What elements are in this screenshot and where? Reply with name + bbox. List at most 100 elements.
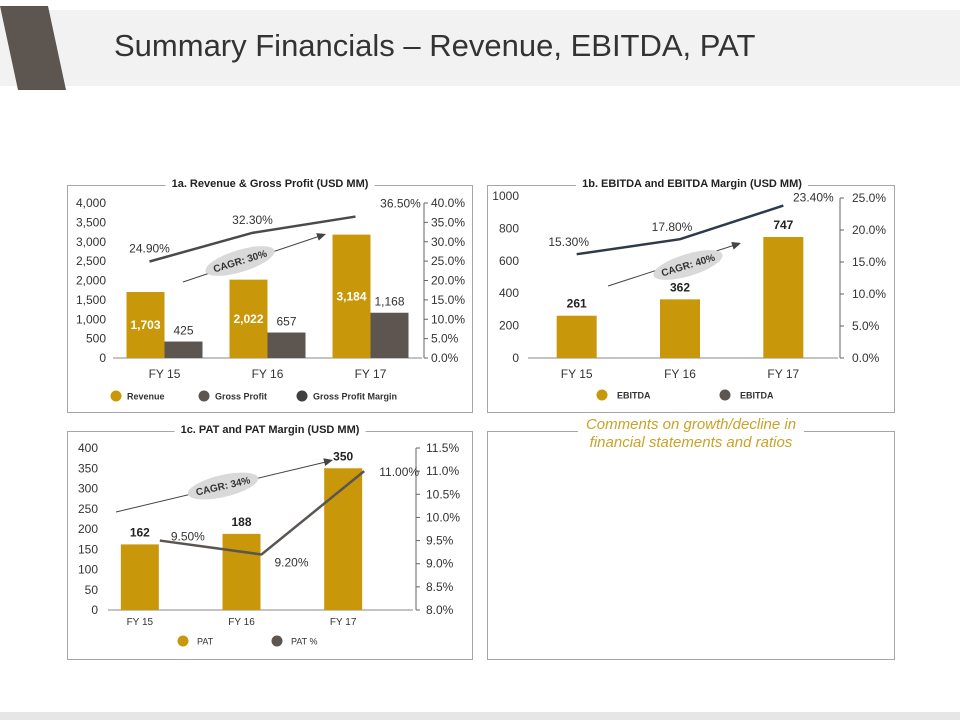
chart-title-1c: 1c. PAT and PAT Margin (USD MM) <box>174 424 366 436</box>
y2-tick-1c-4: 9.5% <box>426 534 454 548</box>
panel-pat: 1c. PAT and PAT Margin (USD MM) 400 350 30… <box>67 424 473 660</box>
cagr-label-1c-bg <box>187 472 259 500</box>
y2-tick-1b-2: 15.0% <box>852 255 886 269</box>
y2-tick-1a-6: 10.0% <box>431 312 465 326</box>
y2-tick-1b-1: 20.0% <box>852 223 886 237</box>
label-ebitda-margin-1: 17.80% <box>652 220 693 234</box>
chart-title-1a: 1a. Revenue & Gross Profit (USD MM) <box>165 178 375 190</box>
bar-gross-profit-1 <box>267 332 306 358</box>
y2-tick-1c-7: 8.0% <box>426 603 454 617</box>
y-tick-1a-0: 4,000 <box>76 196 106 210</box>
y-tick-1b-1: 800 <box>499 221 519 235</box>
label-pat-2: 350 <box>333 449 353 463</box>
cagr-label-1b-bg <box>653 250 723 280</box>
bar-gross-profit-2 <box>370 312 409 358</box>
bar-revenue-1 <box>229 279 268 358</box>
y2-tick-1a-7: 5.0% <box>431 332 459 346</box>
y-tick-1c-6: 100 <box>78 563 98 577</box>
y-tick-1b-2: 600 <box>499 254 519 268</box>
label-ebitda-0: 261 <box>567 297 587 311</box>
y-tick-1c-8: 0 <box>91 603 98 617</box>
bar-revenue-2 <box>332 234 371 358</box>
legend-revenue-marker <box>110 390 122 402</box>
cagr-arrowhead-1b <box>731 241 741 250</box>
y2-tick-1c-3: 10.0% <box>426 510 460 524</box>
x-tick-1b-2: FY 17 <box>767 367 799 381</box>
bar-gross-profit-0 <box>164 341 203 358</box>
panel-ebitda: 1b. EBITDA and EBITDA Margin (USD MM) 10… <box>487 178 895 413</box>
label-pat-margin-2: 11.00% <box>379 465 419 479</box>
label-pat-margin-1: 9.20% <box>274 555 308 569</box>
legend-pat-pct: PAT % <box>291 637 318 647</box>
bar-revenue-0 <box>126 292 165 358</box>
y2-tick-1c-5: 9.0% <box>426 557 454 571</box>
y-tick-1b-3: 400 <box>499 286 519 300</box>
legend-ebitda-marker <box>596 389 608 401</box>
bar-pat-1 <box>222 533 261 610</box>
legend-pat-marker <box>177 635 189 647</box>
y-tick-1a-2: 3,000 <box>76 235 106 249</box>
y-tick-1a-3: 2,500 <box>76 254 106 268</box>
comments-line-2: financial statements and ratios <box>589 434 793 451</box>
label-gross-profit-0: 425 <box>173 324 193 338</box>
x-tick-1b-1: FY 16 <box>664 367 696 381</box>
legend-revenue: Revenue <box>127 392 165 402</box>
panel-comments: Comments on growth/decline in financial … <box>487 416 895 660</box>
bar-ebitda-0 <box>556 315 597 358</box>
label-pat-0: 162 <box>130 525 150 539</box>
label-pat-1: 188 <box>231 515 251 529</box>
y-tick-1b-4: 200 <box>499 319 519 333</box>
y2-tick-1a-1: 35.0% <box>431 215 465 229</box>
bar-ebitda-1 <box>660 299 700 358</box>
label-gross-margin-1: 32.30% <box>232 213 273 227</box>
comments-text: Comments on growth/decline in financial … <box>577 416 805 452</box>
x-tick-1c-1: FY 16 <box>228 617 255 628</box>
bar-pat-2 <box>324 468 363 610</box>
cagr-arrowhead-1a <box>316 233 326 241</box>
y-tick-1c-1: 350 <box>78 461 98 475</box>
legend-gross-profit-marker <box>198 390 210 402</box>
panel-revenue-gross-profit: 1a. Revenue & Gross Profit (USD MM) 4,00… <box>67 178 473 413</box>
y2-tick-1a-4: 20.0% <box>431 274 465 288</box>
label-revenue-1: 2,022 <box>233 312 263 326</box>
footer-band <box>0 712 960 720</box>
label-ebitda-2: 747 <box>773 218 793 232</box>
legend-gross-margin: Gross Profit Margin <box>313 392 397 402</box>
legend-ebitda: EBITDA <box>617 391 651 401</box>
header-band <box>0 10 960 86</box>
y2-tick-1a-0: 40.0% <box>431 196 465 210</box>
label-ebitda-margin-2: 23.40% <box>793 191 834 205</box>
cagr-label-1a-bg <box>205 246 275 276</box>
y-tick-1b-5: 0 <box>512 351 519 365</box>
y-tick-1a-7: 500 <box>86 332 106 346</box>
label-gross-margin-2: 36.50% <box>380 197 421 211</box>
legend-gross-profit: Gross Profit <box>215 392 267 402</box>
legend-gross-margin-marker <box>296 390 308 402</box>
y-tick-1c-7: 50 <box>85 583 99 597</box>
y2-tick-1c-6: 8.5% <box>426 580 454 594</box>
y2-tick-1b-3: 10.0% <box>852 287 886 301</box>
cagr-arrowhead-1c <box>323 458 333 466</box>
y-tick-1a-5: 1,500 <box>76 293 106 307</box>
y-tick-1c-4: 200 <box>78 522 98 536</box>
line-gross-margin <box>149 215 356 263</box>
x-tick-1a-0: FY 15 <box>149 367 181 381</box>
y-tick-1c-0: 400 <box>78 441 98 455</box>
x-tick-1a-1: FY 16 <box>252 367 284 381</box>
chart-revenue-gross-profit: 4,000 3,500 3,000 2,500 2,000 1,500 1,000 500 0 4… <box>76 196 465 402</box>
y2-tick-1c-2: 10.5% <box>426 487 460 501</box>
legend-ebitda-margin-marker <box>719 389 731 401</box>
y2-tick-1c-1: 11.0% <box>426 464 459 478</box>
y-tick-1a-1: 3,500 <box>76 215 106 229</box>
comments-line-1: Comments on growth/decline in <box>585 416 797 433</box>
y2-tick-1b-5: 0.0% <box>852 351 880 365</box>
legend-pat-pct-marker <box>271 635 283 647</box>
y-tick-1c-2: 300 <box>78 482 98 496</box>
y-tick-1a-6: 1,000 <box>76 312 106 326</box>
line-pat-margin <box>159 470 365 556</box>
legend-pat: PAT <box>197 637 214 647</box>
y-tick-1a-8: 0 <box>99 351 106 365</box>
y2-tick-1a-8: 0.0% <box>431 351 459 365</box>
x-tick-1a-2: FY 17 <box>355 367 387 381</box>
label-ebitda-1: 362 <box>670 280 690 294</box>
